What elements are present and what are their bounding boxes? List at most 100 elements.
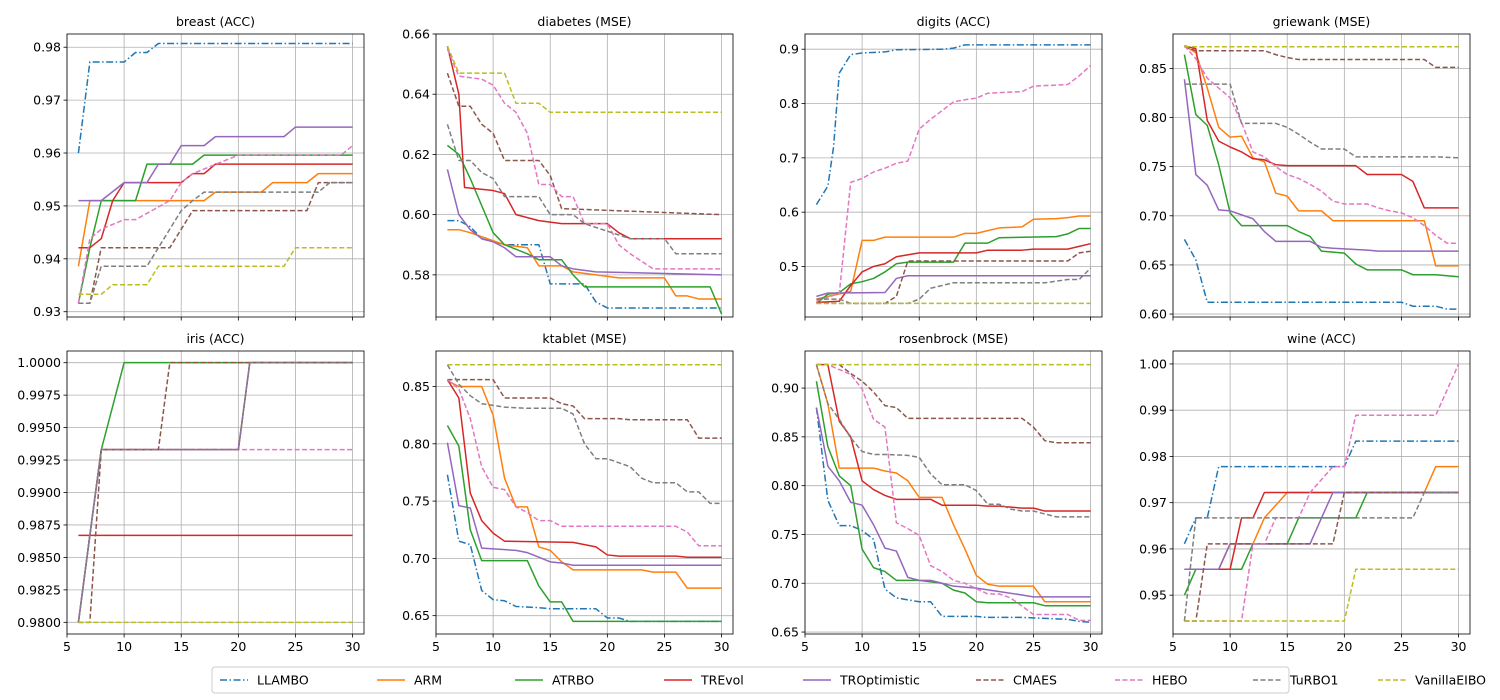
y-tick-label: 0.65 bbox=[402, 608, 430, 623]
series-line-arm bbox=[77, 172, 353, 267]
legend: LLAMBO ARM ATRBO TREvol TROptimistic CMAES HEB… bbox=[211, 666, 1486, 694]
y-tick-label: 0.99 bbox=[1139, 403, 1167, 418]
x-tick-label: 15 bbox=[173, 639, 189, 654]
y-tick-label: 0.94 bbox=[33, 251, 61, 266]
series-group bbox=[815, 44, 1092, 305]
y-tick-label: 0.60 bbox=[402, 207, 430, 222]
y-tick-label: 0.9850 bbox=[17, 550, 61, 565]
y-tick-label: 0.65 bbox=[1139, 257, 1167, 272]
y-tick-label: 0.85 bbox=[402, 379, 430, 394]
x-tick-label: 30 bbox=[1451, 639, 1467, 654]
y-tick-label: 0.9875 bbox=[17, 517, 61, 532]
series-line-vanillaeibo bbox=[446, 45, 722, 114]
y-tick-label: 0.9825 bbox=[17, 582, 61, 597]
y-tick-label: 0.98 bbox=[33, 40, 61, 55]
y-tick-label: 0.96 bbox=[33, 146, 61, 161]
legend-label: CMAES bbox=[1013, 673, 1057, 688]
series-line-turbo1 bbox=[1184, 83, 1459, 159]
axes-frame bbox=[804, 33, 1103, 318]
y-tick-label: 0.93 bbox=[33, 304, 61, 319]
panel-title: breast (ACC) bbox=[176, 14, 255, 29]
legend-frame bbox=[211, 666, 1290, 694]
series-line-troptimistic bbox=[1183, 79, 1459, 252]
y-tick-label: 0.97 bbox=[1139, 495, 1167, 510]
series-line-vanillaeibo bbox=[1184, 568, 1459, 622]
legend-item-turbo1: TuRBO1 bbox=[1253, 673, 1339, 688]
axes-frame bbox=[804, 350, 1103, 635]
y-tick-label: 1.0000 bbox=[17, 355, 61, 370]
series-group bbox=[1183, 45, 1459, 310]
panel-griewank-mse: griewank (MSE) 0.60 0.65 0.70 0.75 0.80 0.85 bbox=[1139, 14, 1471, 322]
y-tick-label: 0.80 bbox=[402, 436, 430, 451]
y-tick-label: 0.97 bbox=[33, 93, 61, 108]
series-line-llambo bbox=[77, 42, 353, 154]
y-tick-label: 0.96 bbox=[1139, 541, 1167, 556]
x-tick-label: 5 bbox=[63, 639, 71, 654]
y-tick-label: 0.9975 bbox=[17, 388, 61, 403]
x-tick-label: 10 bbox=[485, 639, 501, 654]
legend-item-llambo: LLAMBO bbox=[220, 673, 309, 688]
axes-frame bbox=[66, 33, 365, 318]
series-line-atrbo bbox=[1183, 54, 1459, 278]
axes-frame bbox=[1172, 350, 1471, 635]
series-line-cmaes bbox=[447, 378, 722, 439]
series-line-trevol bbox=[78, 163, 353, 249]
series-group bbox=[446, 45, 723, 315]
legend-item-hebo: HEBO bbox=[1115, 673, 1188, 688]
panel-title: digits (ACC) bbox=[917, 14, 991, 29]
y-tick-label: 0.8 bbox=[779, 96, 799, 111]
y-tick-label: 0.66 bbox=[402, 27, 430, 42]
y-tick-label: 0.64 bbox=[402, 87, 430, 102]
series-line-trevol bbox=[1184, 491, 1459, 571]
x-tick-label: 10 bbox=[116, 639, 132, 654]
x-tick-label: 10 bbox=[854, 639, 870, 654]
y-tick-label: 0.9 bbox=[779, 42, 799, 57]
y-tick-label: 0.80 bbox=[771, 478, 799, 493]
series-line-cmaes bbox=[78, 181, 353, 304]
panel-iris-acc: iris (ACC) 5 10 15 20 25 30 0.9800 0.9825 0.9850 0… bbox=[17, 331, 365, 654]
x-tick-label: 20 bbox=[968, 639, 984, 654]
panel-digits-acc: digits (ACC) 0.5 0.6 0.7 0.8 0.9 bbox=[779, 14, 1103, 321]
series-line-arm bbox=[816, 215, 1091, 300]
legend-label: HEBO bbox=[1152, 673, 1188, 688]
y-tick-label: 0.9925 bbox=[17, 453, 61, 468]
legend-label: LLAMBO bbox=[257, 673, 309, 688]
series-line-hebo bbox=[446, 379, 722, 547]
series-line-hebo bbox=[1183, 45, 1459, 245]
series-line-trevol bbox=[816, 242, 1091, 304]
panel-title: griewank (MSE) bbox=[1273, 14, 1371, 29]
x-tick-label: 5 bbox=[801, 639, 809, 654]
y-tick-label: 0.9800 bbox=[17, 615, 61, 630]
y-tick-label: 0.75 bbox=[402, 494, 430, 509]
legend-label: TROptimistic bbox=[839, 673, 920, 688]
series-line-troptimistic bbox=[815, 407, 1091, 598]
x-tick-label: 30 bbox=[1083, 639, 1099, 654]
y-tick-label: 0.70 bbox=[771, 576, 799, 591]
series-line-troptimistic bbox=[446, 442, 722, 567]
x-tick-label: 20 bbox=[230, 639, 246, 654]
legend-item-atrbo: ATRBO bbox=[515, 673, 594, 688]
x-tick-label: 20 bbox=[1336, 639, 1352, 654]
series-line-troptimistic bbox=[1184, 491, 1459, 571]
x-tick-label: 25 bbox=[1394, 639, 1410, 654]
axes-frame bbox=[435, 33, 734, 318]
y-tick-label: 0.85 bbox=[771, 429, 799, 444]
series-line-vanillaeibo bbox=[78, 246, 353, 295]
y-tick-label: 0.58 bbox=[402, 267, 430, 282]
y-tick-label: 1.00 bbox=[1139, 356, 1167, 371]
series-line-cmaes bbox=[816, 363, 1091, 444]
series-line-trevol bbox=[816, 363, 1091, 512]
series-line-trevol bbox=[446, 45, 722, 240]
y-tick-label: 0.95 bbox=[1139, 588, 1167, 603]
series-line-llambo bbox=[1183, 239, 1459, 310]
series-line-cmaes bbox=[1184, 46, 1459, 69]
series-group bbox=[446, 364, 722, 623]
x-tick-label: 25 bbox=[1026, 639, 1042, 654]
x-tick-label: 20 bbox=[599, 639, 615, 654]
series-line-turbo1 bbox=[77, 361, 353, 623]
series-line-trevol bbox=[446, 379, 722, 558]
y-tick-label: 0.60 bbox=[1139, 307, 1167, 322]
panel-title: ktablet (MSE) bbox=[542, 331, 626, 346]
legend-label: ATRBO bbox=[552, 673, 594, 688]
x-tick-label: 15 bbox=[911, 639, 927, 654]
